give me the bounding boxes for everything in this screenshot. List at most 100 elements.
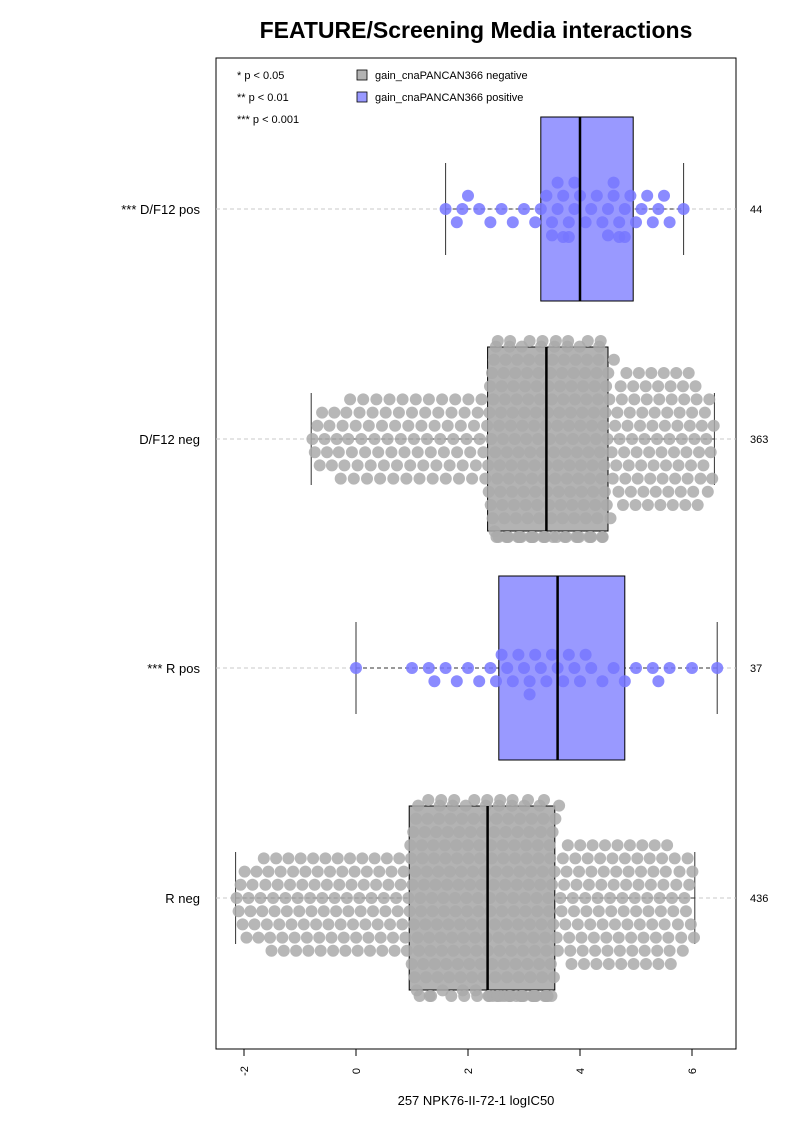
data-point [529,648,542,661]
data-point [579,512,592,525]
data-point [586,839,599,852]
data-point [512,446,525,459]
data-point [422,662,435,674]
data-point [556,512,569,525]
data-point [657,878,670,891]
data-point [458,944,471,957]
data-point [543,499,556,511]
data-point [544,852,557,865]
data-point [534,662,547,674]
data-point [559,446,572,459]
data-point [596,918,609,931]
data-point [460,892,473,904]
data-point [563,459,576,472]
data-point [652,380,665,393]
data-point [533,512,546,525]
data-point [535,918,548,931]
data-point [450,839,463,852]
data-point [523,335,536,347]
data-point [540,675,553,688]
data-point [489,446,502,459]
data-point [242,892,255,904]
data-point [551,459,564,472]
data-point [339,944,352,957]
data-point [601,433,614,445]
data-point [559,918,572,931]
data-point [612,931,625,944]
data-point [468,794,481,806]
x-tick-label: 4 [575,1068,587,1074]
data-point [452,878,465,891]
data-point [658,419,671,432]
data-point [453,472,465,485]
data-point [509,512,522,525]
significance-note: *** p < 0.001 [237,114,299,126]
data-point [411,931,424,944]
data-point [512,648,525,661]
data-point [561,839,574,852]
data-point [555,433,568,445]
data-point [497,958,510,970]
data-point [632,367,645,379]
data-point [534,826,547,838]
data-point [547,446,560,459]
data-point [538,794,550,806]
data-point [526,472,539,485]
data-point [544,958,557,970]
data-point [342,433,355,445]
data-point [370,393,383,406]
data-point [469,459,482,472]
data-point [562,335,575,347]
data-point [662,931,675,944]
data-point [396,393,409,406]
data-point [618,675,631,688]
data-point [560,531,573,543]
data-point [651,944,664,957]
legend: * p < 0.05 ** p < 0.01 *** p < 0.001 gain_c… [237,69,528,126]
data-point [493,944,506,957]
data-point [434,433,447,445]
data-point [652,958,665,970]
data-point [264,931,276,944]
data-point [376,944,389,957]
data-point [448,892,461,904]
data-point [421,812,434,825]
data-point [443,865,456,878]
data-point [523,688,536,701]
data-point [316,892,329,904]
data-point [592,353,605,366]
data-point [366,406,379,419]
data-point [678,892,691,904]
data-point [703,393,716,406]
data-point [502,472,515,485]
data-point [344,852,356,865]
data-point [652,675,665,688]
data-point [531,839,544,852]
data-point [523,675,536,688]
data-point [314,944,327,957]
data-point [412,799,425,812]
data-point [462,662,474,674]
data-point [522,393,535,406]
data-point [430,918,443,931]
group-label: *** D/F12 pos [121,202,200,217]
data-point [628,393,641,406]
data-point [437,892,450,904]
data-point [383,393,396,406]
data-point [472,905,485,918]
data-point [453,918,466,931]
data-point [489,971,502,984]
data-point [325,459,338,472]
data-point [357,393,370,406]
data-point [248,918,261,931]
data-point [468,419,480,432]
data-point [615,393,628,406]
data-point [502,812,515,825]
data-point [347,918,359,931]
data-point [627,380,640,393]
data-point [579,648,592,661]
data-point [576,944,589,957]
data-point [435,794,448,806]
data-point [447,433,460,445]
data-point [557,189,570,202]
